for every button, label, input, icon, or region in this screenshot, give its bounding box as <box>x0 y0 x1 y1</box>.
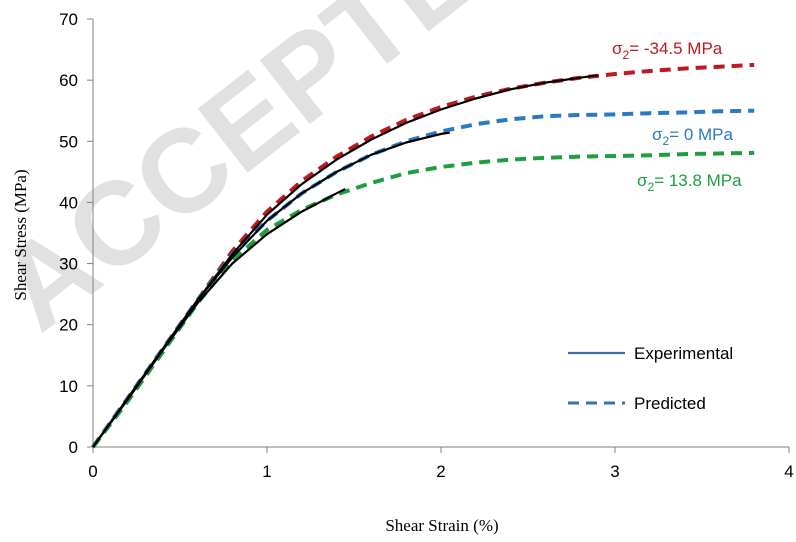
legend-label: Predicted <box>634 394 706 413</box>
y-tick-label: 40 <box>59 193 78 212</box>
y-tick-label: 30 <box>59 255 78 274</box>
x-tick-label: 0 <box>88 462 97 481</box>
series-label: σ2= -34.5 MPa <box>612 39 723 62</box>
legend: Experimental Predicted <box>568 344 733 413</box>
y-tick-label: 0 <box>69 438 78 457</box>
y-tick-label: 50 <box>59 132 78 151</box>
x-tick-label: 2 <box>436 462 445 481</box>
series-label: σ2= 13.8 MPa <box>637 171 742 194</box>
x-axis-title: Shear Strain (%) <box>385 516 498 535</box>
y-axis-title: Shear Stress (MPa) <box>11 169 30 300</box>
y-tick-label: 70 <box>59 10 78 29</box>
x-tick-label: 1 <box>262 462 271 481</box>
y-tick-label: 20 <box>59 316 78 335</box>
legend-label: Experimental <box>634 344 733 363</box>
y-tick-label: 60 <box>59 71 78 90</box>
series-labels: σ2= -34.5 MPa σ2= 0 MPa σ2= 13.8 MPa <box>612 39 742 194</box>
watermark-text: ACCEPTED <box>0 0 567 355</box>
axes: 0 10 20 30 40 50 60 70 0 1 2 3 4 <box>59 10 794 481</box>
x-tick-label: 4 <box>784 462 793 481</box>
x-tick-label: 3 <box>610 462 619 481</box>
y-tick-label: 10 <box>59 377 78 396</box>
series-lines <box>91 62 755 449</box>
experimental-series-line <box>92 188 346 448</box>
series-label: σ2= 0 MPa <box>652 125 734 148</box>
